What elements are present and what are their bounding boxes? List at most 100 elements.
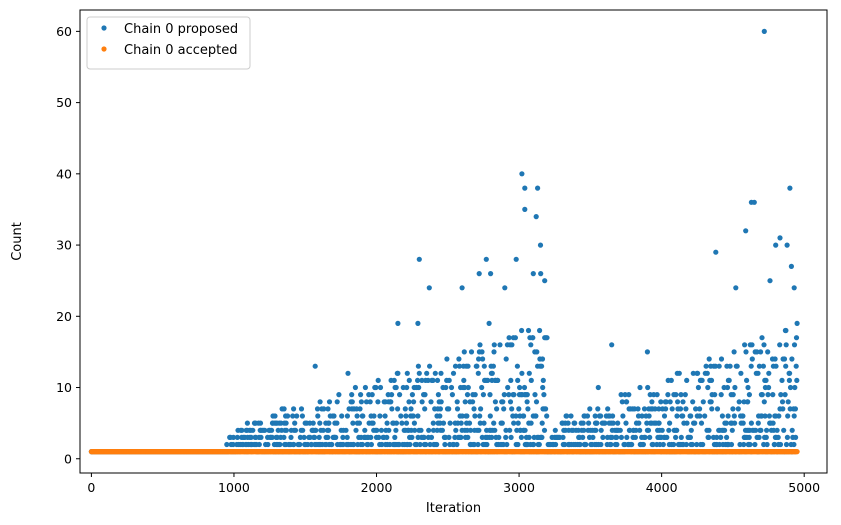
proposed-point xyxy=(694,441,700,448)
proposed-point xyxy=(446,377,452,383)
proposed-point xyxy=(598,413,604,419)
proposed-point xyxy=(461,349,467,355)
proposed-point xyxy=(788,263,795,269)
proposed-point xyxy=(378,427,384,433)
proposed-point xyxy=(676,370,682,376)
proposed-point xyxy=(375,399,381,405)
y-axis-ticks: 0 10 20 30 40 50 60 xyxy=(56,24,80,466)
proposed-point xyxy=(743,349,749,355)
proposed-point xyxy=(314,406,321,412)
proposed-point xyxy=(430,377,436,383)
proposed-point xyxy=(331,413,337,419)
proposed-point xyxy=(644,349,651,355)
proposed-point xyxy=(772,356,778,362)
proposed-point xyxy=(745,399,751,405)
proposed-point xyxy=(749,342,755,348)
proposed-point xyxy=(765,349,771,355)
proposed-point xyxy=(310,420,316,426)
proposed-point xyxy=(376,434,382,440)
y-tick-label: 60 xyxy=(56,24,72,39)
proposed-point xyxy=(704,370,710,376)
proposed-point xyxy=(329,441,335,448)
proposed-point xyxy=(539,420,545,426)
proposed-point xyxy=(454,406,461,412)
proposed-point xyxy=(777,441,784,448)
x-axis-ticks: 0 1000 2000 3000 4000 5000 xyxy=(87,473,820,495)
proposed-point xyxy=(697,406,703,412)
proposed-point xyxy=(501,392,507,398)
proposed-point xyxy=(745,384,751,391)
proposed-point xyxy=(476,271,482,277)
proposed-point xyxy=(695,370,701,376)
proposed-point xyxy=(528,420,534,426)
proposed-point xyxy=(533,214,539,220)
proposed-point xyxy=(610,420,616,426)
proposed-point xyxy=(756,363,763,369)
proposed-point xyxy=(737,441,743,448)
proposed-point xyxy=(269,434,275,440)
proposed-point xyxy=(224,441,230,448)
proposed-point xyxy=(439,427,445,433)
proposed-point xyxy=(787,370,793,376)
proposed-point xyxy=(326,427,332,433)
proposed-point xyxy=(609,342,615,348)
proposed-point xyxy=(741,441,747,448)
proposed-point xyxy=(491,349,497,355)
proposed-point xyxy=(642,434,648,440)
proposed-point xyxy=(746,434,752,440)
proposed-point xyxy=(422,406,428,412)
proposed-point xyxy=(709,406,715,412)
proposed-point xyxy=(564,413,570,419)
proposed-point xyxy=(515,441,521,448)
proposed-point xyxy=(297,434,303,440)
proposed-point xyxy=(533,399,540,405)
proposed-point xyxy=(507,427,513,433)
proposed-point xyxy=(362,384,368,391)
proposed-point xyxy=(773,242,779,248)
proposed-point xyxy=(349,392,355,398)
proposed-point xyxy=(794,320,800,326)
proposed-point xyxy=(668,377,674,383)
proposed-point xyxy=(780,406,786,412)
proposed-point xyxy=(718,356,725,362)
proposed-point xyxy=(477,420,483,426)
proposed-point xyxy=(283,427,289,433)
proposed-point xyxy=(572,420,578,426)
proposed-point xyxy=(568,413,574,419)
proposed-point xyxy=(485,377,491,383)
proposed-point xyxy=(415,413,421,419)
proposed-point xyxy=(476,427,482,433)
proposed-point xyxy=(492,427,498,433)
legend-label-accepted: Chain 0 accepted xyxy=(124,43,238,58)
proposed-point xyxy=(778,392,784,398)
proposed-point xyxy=(624,399,630,405)
proposed-point xyxy=(540,377,546,383)
proposed-point xyxy=(515,377,521,383)
proposed-point xyxy=(258,434,264,440)
proposed-point xyxy=(446,406,452,412)
proposed-point xyxy=(734,363,740,369)
proposed-point xyxy=(553,441,559,448)
proposed-point xyxy=(409,392,415,398)
proposed-point xyxy=(509,342,515,348)
proposed-point xyxy=(766,413,773,419)
proposed-point xyxy=(421,434,427,440)
proposed-point xyxy=(590,434,596,440)
proposed-point xyxy=(281,406,287,412)
proposed-point xyxy=(724,384,731,391)
proposed-point xyxy=(434,377,441,383)
proposed-point xyxy=(712,392,718,398)
proposed-point xyxy=(680,413,686,419)
x-tick-label: 2000 xyxy=(361,480,393,495)
proposed-point xyxy=(511,392,517,398)
proposed-point xyxy=(781,356,788,362)
proposed-point xyxy=(389,406,395,412)
proposed-point xyxy=(674,413,680,419)
proposed-point xyxy=(777,235,783,241)
proposed-point xyxy=(789,427,795,433)
proposed-point xyxy=(373,384,379,391)
proposed-point xyxy=(351,441,357,448)
proposed-point xyxy=(541,427,548,433)
proposed-point xyxy=(627,427,633,433)
proposed-point xyxy=(464,392,471,398)
